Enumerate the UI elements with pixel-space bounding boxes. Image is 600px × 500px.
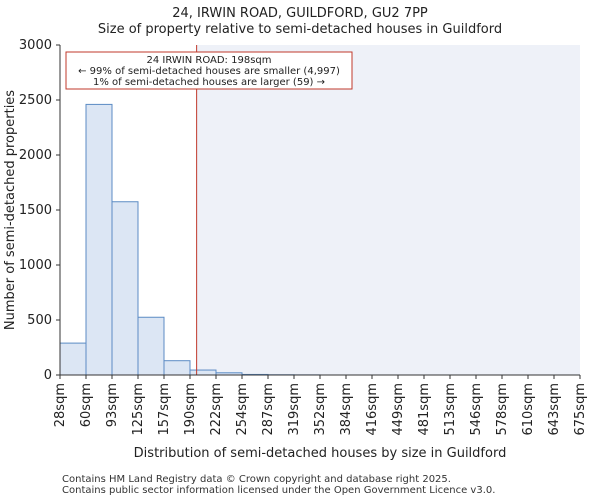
bar-60sqm [85,103,113,376]
x-tick-label-610sqm: 610sqm [521,383,536,436]
x-tick-label-546sqm: 546sqm [469,383,484,436]
histogram-chart: 0 500 1000 1500 2000 2500 3000 28sqm 60sqm 93sqm 1… [3,38,588,461]
x-tick-label-60sqm: 60sqm [79,383,94,427]
annotation-line-2: ← 99% of semi-detached houses are smalle… [78,66,340,77]
bar-157sqm [163,360,191,376]
bar-28sqm [59,342,87,376]
annotation-box [65,51,353,90]
footer-copyright: Contains HM Land Registry data © Crown c… [62,474,451,485]
larger-region-shade [196,45,580,375]
y-tick-label-1000: 1000 [19,258,52,273]
x-tick-label-643sqm: 643sqm [547,383,562,436]
footer-licence: Contains public sector information licen… [62,485,496,496]
y-tick-label-2500: 2500 [19,93,52,108]
bar-125sqm [137,316,165,376]
x-tick-label-513sqm: 513sqm [443,383,458,436]
annotation-line-3: 1% of semi-detached houses are larger (5… [93,77,325,88]
y-tick-label-3000: 3000 [19,38,52,53]
x-tick-label-449sqm: 449sqm [391,383,406,436]
x-tick-label-157sqm: 157sqm [157,383,172,436]
x-tick-label-93sqm: 93sqm [105,383,120,427]
y-tick-label-0: 0 [44,368,52,383]
x-tick-label-287sqm: 287sqm [261,383,276,436]
chart-title: 24, IRWIN ROAD, GUILDFORD, GU2 7PP [172,6,428,21]
x-axis-label: Distribution of semi-detached houses by … [134,446,507,461]
y-tick-label-500: 500 [27,313,52,328]
bar-93sqm [111,201,139,376]
x-tick-label-481sqm: 481sqm [417,383,432,436]
x-tick-label-319sqm: 319sqm [287,383,302,436]
x-tick-label-384sqm: 384sqm [339,383,354,436]
x-tick-label-675sqm: 675sqm [573,383,588,436]
x-tick-label-254sqm: 254sqm [235,383,250,436]
x-tick-label-125sqm: 125sqm [131,383,146,436]
x-tick-label-222sqm: 222sqm [209,383,224,436]
chart-subtitle: Size of property relative to semi-detach… [97,22,503,37]
x-tick-label-190sqm: 190sqm [183,383,198,436]
y-tick-label-1500: 1500 [19,203,52,218]
x-tick-label-28sqm: 28sqm [53,383,68,427]
x-tick-label-416sqm: 416sqm [365,383,380,436]
y-axis-label: Number of semi-detached properties [3,90,18,330]
y-tick-label-2000: 2000 [19,148,52,163]
bar-190sqm [189,369,217,376]
x-tick-label-578sqm: 578sqm [495,383,510,436]
annotation-line-1: 24 IRWIN ROAD: 198sqm [146,55,271,66]
x-tick-label-352sqm: 352sqm [313,383,328,436]
